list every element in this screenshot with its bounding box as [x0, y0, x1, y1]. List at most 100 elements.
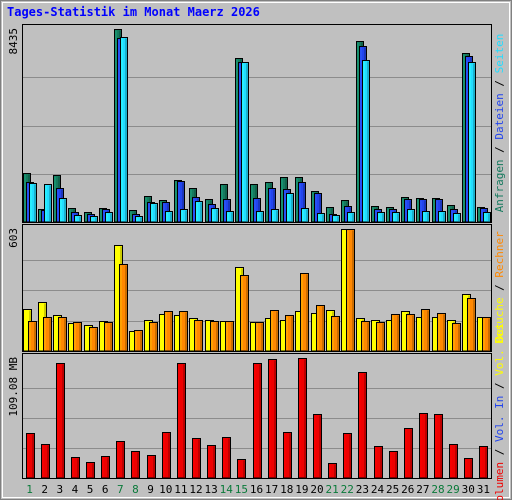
- bar-visits-rechner-day-23: [361, 321, 370, 352]
- day-label-3: 3: [57, 483, 64, 496]
- bar-volume-vol_in-day-4: [71, 457, 80, 479]
- bar-hits-seiten-day-27: [422, 211, 430, 223]
- bar-hits-seiten-day-4: [74, 215, 82, 223]
- bar-visits-rechner-day-8: [134, 330, 143, 352]
- bar-volume-vol_in-day-19: [298, 358, 307, 479]
- series-label-part: /: [493, 278, 506, 298]
- day-label-26: 26: [401, 483, 414, 496]
- day-label-31: 31: [477, 483, 490, 496]
- day-label-30: 30: [462, 483, 475, 496]
- bar-hits-seiten-day-29: [453, 213, 461, 223]
- day-label-10: 10: [159, 483, 172, 496]
- day-label-4: 4: [72, 483, 79, 496]
- panel-series-labels: Besuche / Rechner: [493, 231, 506, 344]
- bar-hits-seiten-day-15: [241, 62, 249, 223]
- series-label-part: Anfragen: [493, 159, 506, 212]
- bar-visits-rechner-day-31: [482, 317, 491, 352]
- panel-visits: 603 Besuche / Rechner: [7, 224, 506, 352]
- bar-visits-rechner-day-6: [104, 322, 113, 352]
- bar-volume-vol_in-day-24: [374, 446, 383, 479]
- day-label-18: 18: [280, 483, 293, 496]
- bar-hits-seiten-day-1: [29, 183, 37, 223]
- bar-visits-rechner-day-25: [391, 314, 400, 352]
- bar-hits-seiten-day-17: [271, 209, 279, 223]
- series-label-part: Besuche: [493, 297, 506, 343]
- series-label-part: /: [493, 73, 506, 93]
- bar-visits-rechner-day-11: [179, 311, 188, 352]
- bar-visits-rechner-day-30: [467, 298, 476, 352]
- day-label-21: 21: [326, 483, 339, 496]
- bar-volume-vol_in-day-25: [389, 451, 398, 479]
- bar-volume-vol_in-day-18: [283, 432, 292, 479]
- day-label-17: 17: [265, 483, 278, 496]
- bar-visits-rechner-day-14: [225, 321, 234, 352]
- chart-title: Tages-Statistik im Monat Maerz 2026: [7, 5, 260, 19]
- bar-volume-vol_in-day-17: [268, 359, 277, 479]
- bar-volume-vol_in-day-29: [449, 444, 458, 479]
- bar-hits-seiten-day-13: [211, 208, 219, 223]
- bar-visits-rechner-day-28: [437, 313, 446, 352]
- day-labels: 1 2 3 4 5 6 7 8 9 10 11 12 13 14 15 16 17 18 19 20 21 22 23 24 2…: [26, 483, 490, 496]
- panel-series-labels: Anfragen / Dateien / Seiten: [493, 34, 506, 213]
- bar-hits-seiten-day-30: [468, 62, 476, 223]
- bar-hits-seiten-day-26: [407, 209, 415, 223]
- panel-max-label: 109.08 MB: [7, 357, 20, 417]
- bar-visits-rechner-day-13: [210, 321, 219, 352]
- day-label-9: 9: [147, 483, 154, 496]
- bar-volume-vol_in-day-14: [222, 437, 231, 479]
- bar-visits-rechner-day-10: [164, 311, 173, 352]
- bar-volume-vol_in-day-31: [479, 446, 488, 479]
- bar-visits-rechner-day-12: [194, 320, 203, 352]
- bar-volume-vol_in-day-26: [404, 428, 413, 479]
- bar-visits-rechner-day-26: [406, 314, 415, 352]
- day-label-19: 19: [295, 483, 308, 496]
- bar-hits-seiten-day-31: [483, 212, 491, 223]
- bar-volume-vol_in-day-8: [131, 451, 140, 479]
- day-label-25: 25: [386, 483, 399, 496]
- bar-hits-seiten-day-5: [90, 216, 98, 223]
- series-label-part: Rechner: [493, 231, 506, 278]
- day-label-22: 22: [341, 483, 354, 496]
- bar-visits-rechner-day-2: [43, 317, 52, 352]
- series-label-part: Vol. Out: [493, 323, 506, 376]
- panel-hits: 8435 Anfragen / Dateien / Seiten: [7, 24, 506, 223]
- series-label-part: Vol. In: [493, 396, 506, 442]
- bar-volume-vol_in-day-27: [419, 413, 428, 479]
- day-label-5: 5: [87, 483, 94, 496]
- day-label-24: 24: [371, 483, 385, 496]
- series-label-part: /: [493, 140, 506, 160]
- bar-visits-rechner-day-5: [89, 327, 98, 352]
- bar-hits-seiten-day-18: [286, 193, 294, 223]
- bar-hits-seiten-day-3: [59, 198, 67, 223]
- bar-volume-vol_in-day-23: [358, 372, 367, 479]
- panel-max-label: 8435: [7, 28, 20, 55]
- panel-max-label: 603: [7, 228, 20, 248]
- bar-volume-vol_in-day-21: [328, 463, 337, 479]
- day-label-7: 7: [117, 483, 124, 496]
- day-label-11: 11: [174, 483, 187, 496]
- bar-visits-rechner-day-27: [421, 309, 430, 352]
- panel-volume: 109.08 MB Volumen / Vol. In / Vol. Out: [7, 323, 506, 500]
- bar-hits-seiten-day-24: [377, 212, 385, 223]
- bar-volume-vol_in-day-22: [343, 433, 352, 479]
- bar-visits-rechner-day-16: [255, 322, 264, 352]
- bar-volume-vol_in-day-9: [147, 455, 156, 479]
- bar-volume-vol_in-day-28: [434, 414, 443, 479]
- bar-visits-rechner-day-4: [73, 322, 82, 352]
- bar-volume-vol_in-day-15: [237, 459, 246, 479]
- bar-volume-vol_in-day-3: [56, 363, 65, 479]
- bar-hits-seiten-day-21: [332, 215, 340, 223]
- bar-hits-seiten-day-19: [301, 208, 309, 223]
- bar-visits-rechner-day-21: [331, 316, 340, 352]
- day-label-2: 2: [41, 483, 48, 496]
- series-label-part: /: [493, 376, 506, 396]
- day-label-6: 6: [102, 483, 109, 496]
- day-label-1: 1: [26, 483, 33, 496]
- bar-volume-vol_in-day-12: [192, 438, 201, 479]
- day-label-8: 8: [132, 483, 139, 496]
- bar-visits-rechner-day-17: [270, 310, 279, 352]
- bar-volume-vol_in-day-16: [253, 363, 262, 479]
